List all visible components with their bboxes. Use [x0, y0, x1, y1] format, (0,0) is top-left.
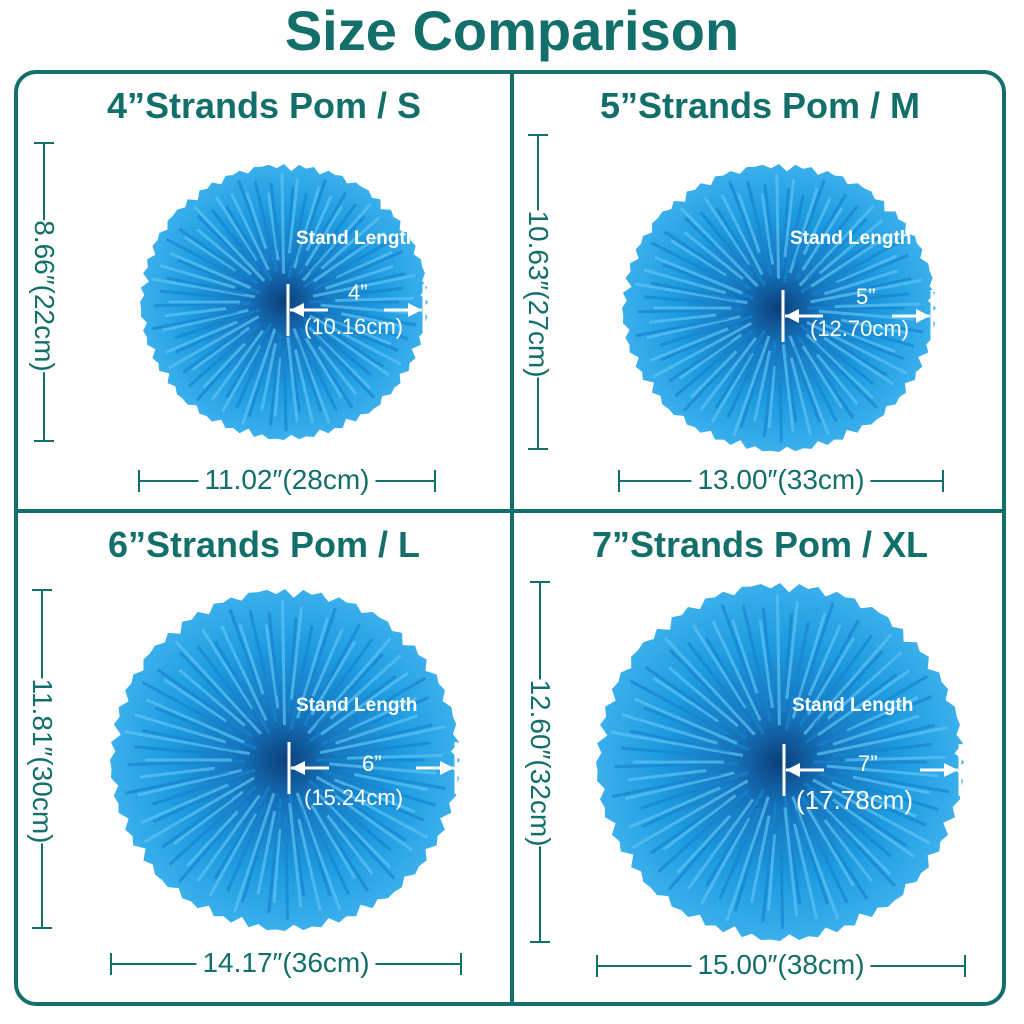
height-label-m: 10.63″(27cm) — [518, 210, 558, 378]
vertical-divider — [510, 70, 514, 1006]
stand-length-inches-l: 6” — [362, 751, 382, 776]
width-label-m: 13.00″(33cm) — [691, 464, 871, 496]
width-dimension-l: 14.17″(36cm) — [110, 947, 462, 979]
horizontal-divider — [14, 509, 1006, 513]
height-label-xl: 12.60″(32cm) — [520, 679, 560, 847]
width-dimension-xl: 15.00″(38cm) — [596, 949, 966, 981]
width-dimension-m: 13.00″(33cm) — [618, 464, 944, 496]
height-label-s: 8.66″(22cm) — [24, 220, 64, 372]
page-title: Size Comparison — [284, 0, 740, 62]
width-label-xl: 15.00″(38cm) — [691, 949, 871, 981]
stand-length-inches-m: 5” — [856, 284, 876, 309]
width-label-l: 14.17″(36cm) — [196, 947, 376, 979]
size-title-s: 4”Strands Pom / S — [106, 85, 422, 126]
size-cell-m: 5”Strands Pom / M 10.63″(27cm) Stand Len… — [514, 74, 1006, 506]
height-label-l: 11.81″(30cm) — [22, 678, 62, 844]
stand-length-cm-l: (15.24cm) — [304, 785, 404, 810]
stand-length-label-s: Stand Length — [296, 228, 418, 249]
height-dimension-m: 10.63″(27cm) — [518, 134, 558, 450]
stand-length-label-m: Stand Length — [790, 228, 912, 249]
pom-image-m — [618, 160, 940, 456]
stand-length-label-xl: Stand Length — [792, 695, 914, 716]
stand-length-cm-m: (12.70cm) — [810, 316, 910, 341]
size-cell-l: 6”Strands Pom / L 11.81″(30cm) Stand Len… — [18, 513, 510, 979]
size-cell-s: 4”Strands Pom / S 8.66″(22cm) Stand Leng… — [18, 74, 510, 506]
stand-length-cm-xl: (17.78cm) — [796, 785, 914, 815]
size-title-m: 5”Strands Pom / M — [599, 85, 921, 126]
height-dimension-xl: 12.60″(32cm) — [520, 581, 560, 943]
pom-image-xl — [592, 579, 968, 945]
width-dimension-s: 11.02″(28cm) — [138, 464, 436, 496]
pom-image-l — [106, 585, 464, 935]
pom-image-s — [136, 160, 432, 444]
stand-length-inches-xl: 7” — [858, 751, 878, 776]
stand-length-cm-s: (10.16cm) — [304, 314, 404, 339]
stand-length-label-l: Stand Length — [296, 695, 418, 716]
height-dimension-s: 8.66″(22cm) — [24, 142, 64, 442]
size-title-l: 6”Strands Pom / L — [107, 524, 421, 565]
size-title-xl: 7”Strands Pom / XL — [591, 524, 929, 565]
size-cell-xl: 7”Strands Pom / XL 12.60″(32cm) Stand Le… — [514, 513, 1006, 981]
stand-length-inches-s: 4” — [348, 280, 368, 305]
height-dimension-l: 11.81″(30cm) — [22, 589, 62, 929]
width-label-s: 11.02″(28cm) — [198, 464, 376, 496]
